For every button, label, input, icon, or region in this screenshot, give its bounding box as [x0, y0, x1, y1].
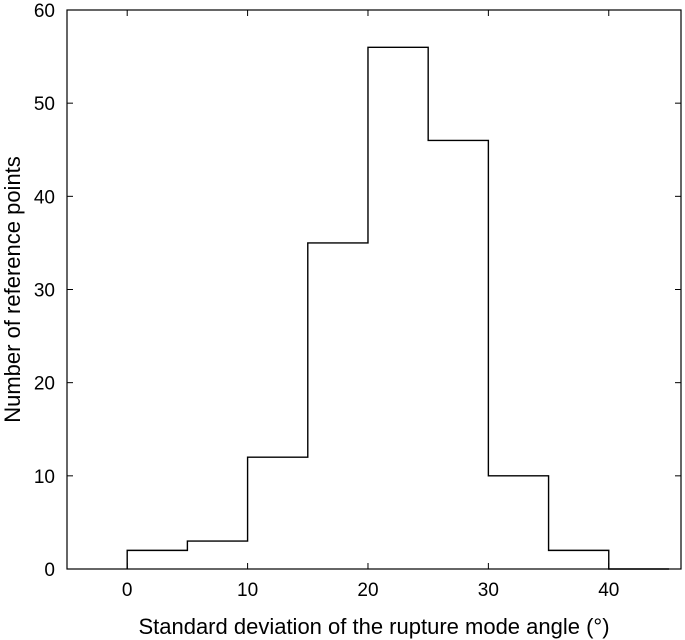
histogram-bin-20-25 — [368, 47, 428, 569]
y-tick-label: 50 — [34, 94, 55, 115]
y-tick-label: 40 — [34, 187, 55, 208]
histogram-bin-0-5 — [127, 550, 187, 569]
histogram-bin-25-30 — [428, 140, 488, 569]
x-tick-label: 10 — [237, 580, 258, 601]
y-tick-label: 60 — [34, 1, 55, 22]
y-axis-label: Number of reference points — [0, 156, 25, 423]
x-tick-label: 0 — [122, 580, 133, 601]
y-tick-label: 30 — [34, 281, 55, 302]
histogram-step-line — [126, 46, 669, 570]
x-axis-label: Standard deviation of the rupture mode a… — [138, 614, 609, 639]
histogram-bin-30-35 — [488, 476, 548, 569]
histogram-bin-35-40 — [549, 550, 609, 569]
y-tick-label: 0 — [44, 560, 55, 581]
histogram-bin-10-15 — [248, 457, 308, 569]
x-tick-label: 30 — [478, 580, 499, 601]
y-tick-label: 10 — [34, 467, 55, 488]
y-tick-label: 20 — [34, 374, 55, 395]
histogram-bin-15-20 — [308, 243, 368, 569]
x-tick-label: 40 — [598, 580, 619, 601]
histogram-bin-5-10 — [187, 541, 247, 569]
x-tick-label: 20 — [357, 580, 378, 601]
ticks-layer: 0 10 20 30 40 0 10 20 30 40 50 60 — [34, 1, 681, 601]
histogram-bins — [127, 47, 609, 569]
